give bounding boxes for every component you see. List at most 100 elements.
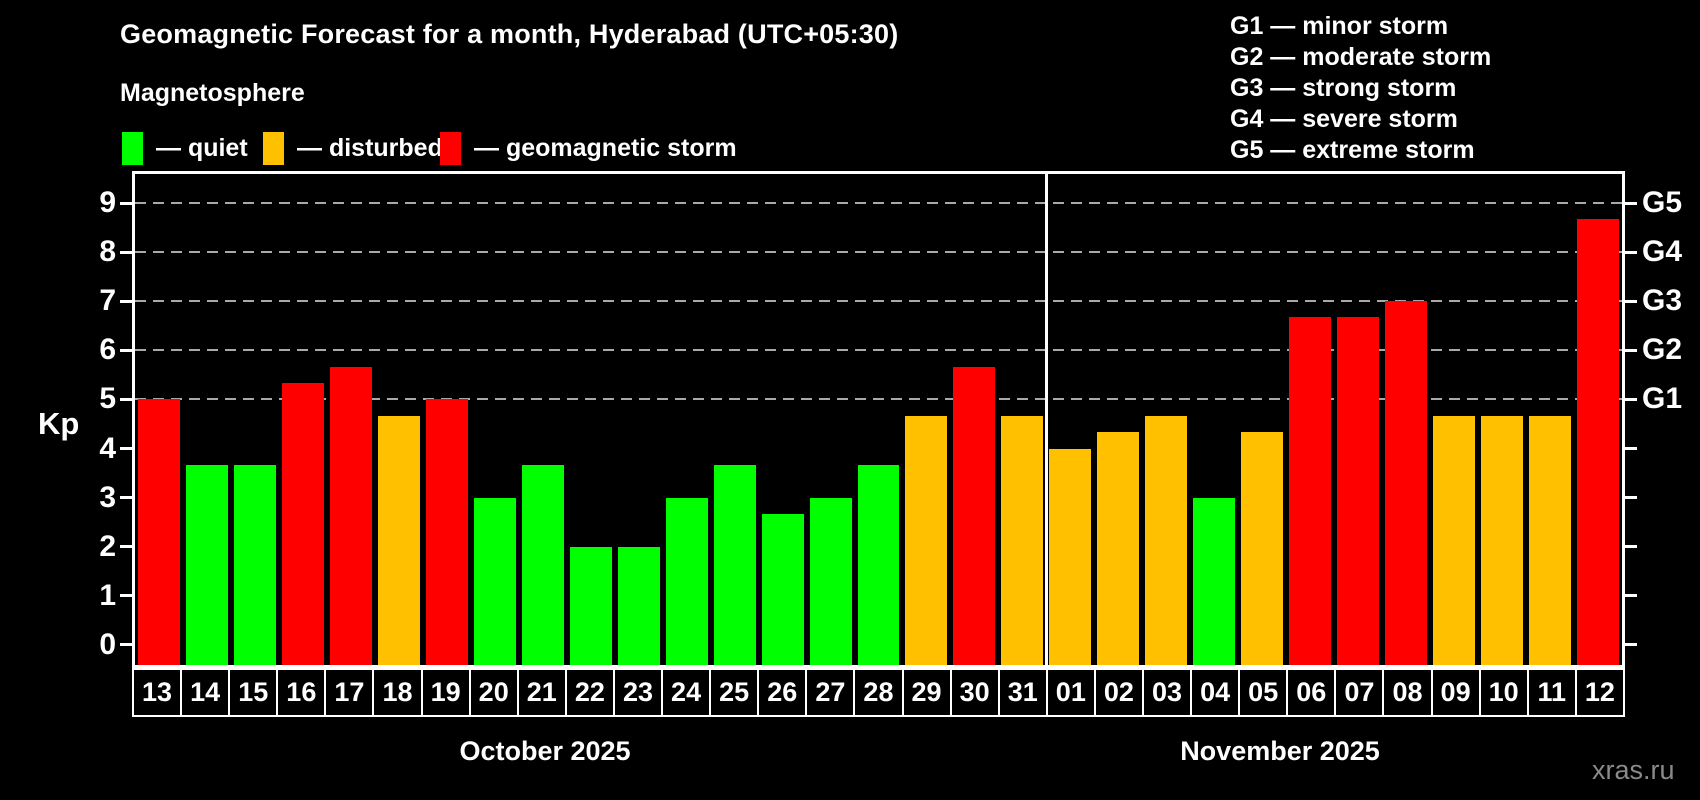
y-tick-right-3 [1625, 496, 1637, 500]
kp-bar-04 [1193, 497, 1236, 665]
day-box-29: 29 [901, 668, 952, 717]
y-tick-left-4 [120, 447, 132, 450]
day-box-25: 25 [709, 668, 760, 717]
kp-bar-28 [857, 464, 900, 665]
kp-bar-31 [1001, 415, 1044, 665]
kp-bar-17 [329, 366, 372, 665]
day-box-02: 02 [1093, 668, 1144, 717]
g-scale-item: G4 — severe storm [1230, 105, 1458, 133]
kp-bar-25 [713, 464, 756, 665]
day-box-27: 27 [805, 668, 856, 717]
page-title: Geomagnetic Forecast for a month, Hydera… [120, 19, 899, 49]
y-axis-label-5: 5 [99, 382, 116, 416]
day-box-20: 20 [468, 668, 519, 717]
kp-bar-03 [1145, 415, 1188, 665]
kp-bar-01 [1049, 448, 1092, 665]
kp-bar-12 [1577, 219, 1619, 665]
kp-bar-19 [425, 399, 468, 665]
day-box-09: 09 [1430, 668, 1481, 717]
y-tick-right-6 [1625, 348, 1637, 352]
g-scale-item: G1 — minor storm [1230, 12, 1449, 40]
magnetosphere-label: Magnetosphere [120, 79, 305, 107]
y-axis-label-0: 0 [99, 627, 116, 661]
right-axis-label-g1: G1 [1642, 382, 1683, 416]
day-box-31: 31 [997, 668, 1048, 717]
kp-bar-05 [1241, 432, 1284, 665]
kp-bar-15 [233, 464, 276, 665]
plot-area [132, 171, 1625, 668]
y-tick-right-1 [1625, 594, 1637, 598]
kp-bar-27 [809, 497, 852, 665]
legend-item-quiet: — quiet [122, 130, 248, 166]
gridline-kp6 [135, 349, 1622, 352]
kp-bar-06 [1289, 317, 1332, 665]
kp-bar-11 [1529, 415, 1572, 665]
kp-bar-26 [761, 513, 804, 665]
day-box-07: 07 [1334, 668, 1385, 717]
y-tick-left-1 [120, 594, 132, 598]
day-box-23: 23 [612, 668, 664, 717]
y-tick-left-9 [120, 201, 132, 205]
y-axis-label-8: 8 [99, 235, 116, 269]
month-label-november: November 2025 [1180, 736, 1380, 766]
g-scale-item: G3 — strong storm [1230, 74, 1457, 102]
g-scale-item: G2 — moderate storm [1230, 43, 1492, 71]
y-axis-label-1: 1 [99, 578, 116, 612]
g-scale-legend: G1 — minor storm G2 — moderate storm G3 … [1230, 11, 1491, 166]
kp-bar-08 [1385, 301, 1428, 665]
y-tick-left-2 [120, 545, 132, 549]
y-axis-label-7: 7 [99, 284, 116, 318]
day-box-13: 13 [132, 668, 183, 717]
day-box-11: 11 [1526, 668, 1577, 717]
day-box-08: 08 [1382, 668, 1433, 717]
right-axis-label-g3: G3 [1642, 284, 1683, 318]
storm-color-swatch [440, 131, 461, 165]
y-tick-left-3 [120, 496, 132, 500]
kp-bar-21 [521, 464, 564, 665]
kp-bar-20 [473, 497, 516, 665]
y-axis-label-2: 2 [99, 529, 116, 563]
y-tick-right-7 [1625, 299, 1637, 303]
day-box-15: 15 [228, 668, 279, 717]
kp-bar-18 [377, 415, 420, 665]
day-box-24: 24 [661, 668, 712, 717]
y-axis-label-9: 9 [99, 186, 116, 219]
quiet-color-swatch [122, 131, 143, 165]
y-tick-left-7 [120, 299, 132, 303]
kp-bar-10 [1481, 415, 1524, 665]
kp-bar-22 [569, 546, 612, 665]
kp-bar-30 [953, 366, 996, 665]
day-box-05: 05 [1238, 668, 1289, 717]
y-tick-right-5 [1625, 397, 1637, 401]
right-axis-label-g2: G2 [1642, 333, 1683, 367]
day-box-30: 30 [949, 668, 1000, 717]
legend-label-quiet: — quiet [156, 133, 248, 162]
kp-bar-23 [617, 546, 660, 665]
y-tick-left-6 [120, 348, 132, 352]
month-label-october: October 2025 [459, 736, 631, 766]
legend-label-disturbed: — disturbed [297, 133, 443, 162]
right-axis-label-g4: G4 [1642, 235, 1683, 269]
gridline-kp8 [135, 251, 1622, 254]
gridline-kp7 [135, 300, 1622, 303]
day-box-10: 10 [1478, 668, 1529, 717]
kp-bar-09 [1433, 415, 1476, 665]
day-box-18: 18 [372, 668, 423, 717]
y-tick-right-0 [1625, 643, 1637, 647]
right-axis-label-g5: G5 [1642, 186, 1683, 219]
day-box-04: 04 [1190, 668, 1241, 717]
legend-item-disturbed: — disturbed [263, 130, 443, 166]
y-tick-right-9 [1625, 201, 1637, 205]
legend-item-storm: — geomagnetic storm [440, 130, 737, 166]
day-box-22: 22 [564, 668, 615, 717]
day-box-03: 03 [1141, 668, 1193, 717]
month-divider [1044, 174, 1048, 665]
day-box-14: 14 [180, 668, 231, 717]
y-tick-right-4 [1625, 447, 1637, 450]
y-axis-title: Kp [38, 406, 80, 441]
y-tick-left-8 [120, 250, 132, 254]
kp-bar-07 [1337, 317, 1380, 665]
y-tick-left-5 [120, 397, 132, 401]
day-box-01: 01 [1045, 668, 1096, 717]
